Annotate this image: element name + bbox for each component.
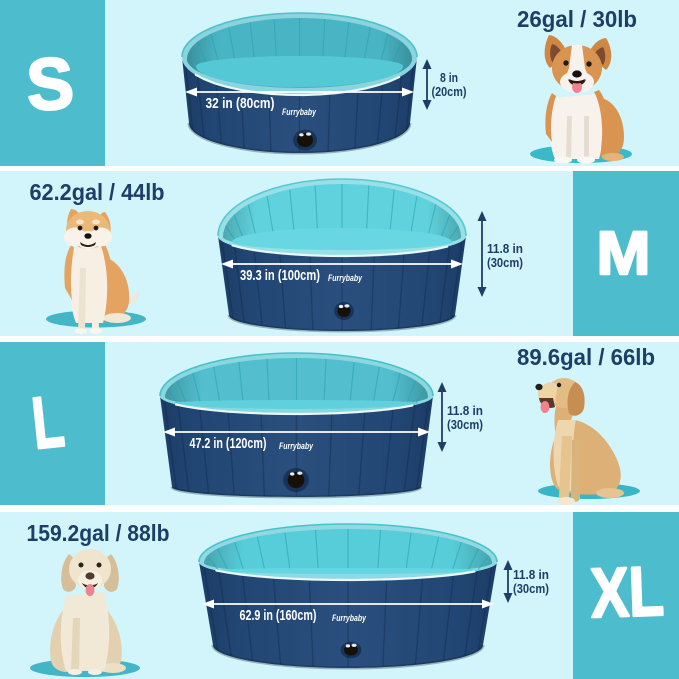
svg-text:11.8 in: 11.8 in (513, 567, 549, 582)
svg-text:159.2gal / 88lb: 159.2gal / 88lb (27, 520, 170, 546)
svg-text:62.2gal / 44lb: 62.2gal / 44lb (30, 179, 165, 205)
svg-text:8 in: 8 in (440, 70, 458, 85)
svg-text:47.2 in (120cm): 47.2 in (120cm) (190, 436, 267, 452)
svg-text:11.8 in: 11.8 in (447, 403, 483, 418)
svg-text:(30cm): (30cm) (513, 581, 549, 596)
svg-text:S: S (25, 43, 76, 126)
svg-text:Furrybaby: Furrybaby (282, 107, 317, 117)
svg-text:26gal / 30lb: 26gal / 30lb (517, 6, 637, 32)
svg-text:(20cm): (20cm) (432, 84, 467, 99)
svg-text:89.6gal / 66lb: 89.6gal / 66lb (517, 344, 655, 370)
svg-text:Furrybaby: Furrybaby (328, 273, 363, 283)
svg-text:Furrybaby: Furrybaby (279, 441, 314, 451)
svg-text:39.3 in (100cm): 39.3 in (100cm) (240, 268, 320, 284)
svg-text:(30cm): (30cm) (447, 417, 483, 432)
svg-text:Furrybaby: Furrybaby (332, 613, 367, 623)
svg-text:M: M (597, 219, 651, 287)
svg-text:XL: XL (589, 552, 665, 633)
svg-text:32 in (80cm): 32 in (80cm) (206, 96, 275, 112)
svg-text:(30cm): (30cm) (487, 255, 523, 270)
svg-text:62.9 in (160cm): 62.9 in (160cm) (240, 608, 317, 624)
svg-text:11.8 in: 11.8 in (487, 241, 523, 256)
